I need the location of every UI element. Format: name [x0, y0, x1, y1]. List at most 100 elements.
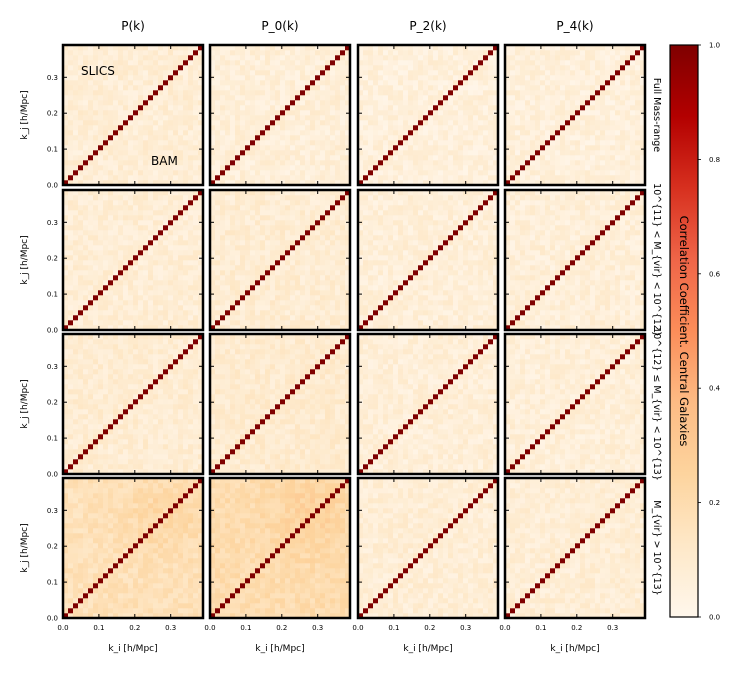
heatmap-cell — [215, 180, 221, 186]
heatmap-cell — [118, 145, 124, 151]
heatmap-cell — [78, 80, 84, 86]
heatmap-cell — [250, 315, 256, 321]
heatmap-cell — [215, 60, 221, 66]
heatmap-cell — [123, 65, 129, 71]
heatmap-cell — [133, 140, 139, 146]
heatmap-cell — [428, 175, 434, 181]
heatmap-cell — [520, 45, 526, 51]
heatmap-cell — [625, 145, 631, 151]
heatmap-cell — [345, 65, 351, 71]
heatmap-cell — [168, 295, 174, 301]
heatmap-cell — [285, 145, 291, 151]
heatmap-cell — [193, 250, 199, 256]
heatmap-cell — [285, 70, 291, 76]
heatmap-cell — [540, 130, 546, 136]
heatmap-cell — [68, 60, 74, 66]
heatmap-cell — [398, 85, 404, 91]
heatmap-cell — [545, 160, 551, 166]
heatmap-cell — [98, 80, 104, 86]
heatmap-cell — [310, 205, 316, 211]
heatmap-cell — [240, 65, 246, 71]
heatmap-cell — [220, 50, 226, 56]
heatmap-cell — [393, 100, 399, 106]
heatmap-cell — [275, 115, 281, 121]
heatmap-cell — [245, 130, 251, 136]
heatmap-cell — [428, 160, 434, 166]
heatmap-cell — [340, 105, 346, 111]
heatmap-cell — [473, 60, 479, 66]
heatmap-cell — [520, 90, 526, 96]
heatmap-cell — [493, 80, 499, 86]
heatmap-cell — [103, 200, 109, 206]
heatmap-cell — [93, 150, 99, 156]
heatmap-cell — [235, 95, 241, 101]
heatmap-cell — [535, 140, 541, 146]
heatmap-cell — [193, 145, 199, 151]
heatmap-cell — [285, 280, 291, 286]
heatmap-cell — [305, 95, 311, 101]
heatmap-cell — [590, 150, 596, 156]
heatmap-cell — [525, 155, 531, 161]
heatmap-cell — [118, 290, 124, 296]
heatmap-cell — [260, 100, 266, 106]
heatmap-cell — [580, 180, 586, 186]
heatmap-cell — [168, 240, 174, 246]
heatmap-cell — [625, 45, 631, 51]
heatmap-cell — [113, 220, 119, 226]
heatmap-cell — [285, 105, 291, 111]
heatmap-cell — [123, 80, 129, 86]
heatmap-cell — [128, 95, 134, 101]
heatmap-cell — [305, 170, 311, 176]
heatmap-cell — [505, 95, 511, 101]
heatmap-cell — [408, 180, 414, 186]
heatmap-cell — [443, 120, 449, 126]
heatmap-cell — [363, 290, 369, 296]
heatmap-cell — [468, 145, 474, 151]
heatmap-cell — [168, 255, 174, 261]
heatmap-cell — [605, 95, 611, 101]
heatmap-cell — [225, 275, 231, 281]
heatmap-cell — [235, 180, 241, 186]
heatmap-cell — [188, 280, 194, 286]
heatmap-cell — [545, 110, 551, 116]
heatmap-cell — [358, 300, 364, 306]
heatmap-cell — [295, 85, 301, 91]
heatmap-cell — [193, 120, 199, 126]
heatmap-cell — [315, 90, 321, 96]
heatmap-cell — [325, 210, 331, 216]
heatmap-cell — [325, 135, 331, 141]
heatmap-cell — [270, 75, 276, 81]
heatmap-cell — [108, 160, 114, 166]
heatmap-cell — [103, 145, 109, 151]
heatmap-cell — [295, 80, 301, 86]
heatmap-cell — [423, 70, 429, 76]
heatmap-cell — [320, 190, 326, 196]
heatmap-cell — [600, 50, 606, 56]
heatmap-cell — [473, 135, 479, 141]
heatmap-cell — [270, 85, 276, 91]
heatmap-cell — [545, 170, 551, 176]
heatmap-cell — [550, 100, 556, 106]
heatmap-cell — [520, 100, 526, 106]
heatmap-cell — [250, 80, 256, 86]
heatmap-cell — [488, 100, 494, 106]
heatmap-cell — [625, 75, 631, 81]
heatmap-cell — [448, 55, 454, 61]
heatmap-cell — [335, 300, 341, 306]
heatmap-cell — [635, 70, 641, 76]
heatmap-cell — [98, 90, 104, 96]
heatmap-cell — [575, 70, 581, 76]
heatmap-cell — [285, 200, 291, 206]
heatmap-cell — [230, 180, 236, 186]
heatmap-cell — [255, 220, 261, 226]
heatmap-cell — [600, 140, 606, 146]
panel-frame — [208, 43, 352, 187]
heatmap-cell — [173, 140, 179, 146]
heatmap-cell — [530, 125, 536, 131]
heatmap-cell — [585, 85, 591, 91]
heatmap-cell — [340, 60, 346, 66]
heatmap-cell — [113, 150, 119, 156]
heatmap-cell — [378, 195, 384, 201]
heatmap-cell — [235, 125, 241, 131]
heatmap-cell — [388, 325, 394, 331]
